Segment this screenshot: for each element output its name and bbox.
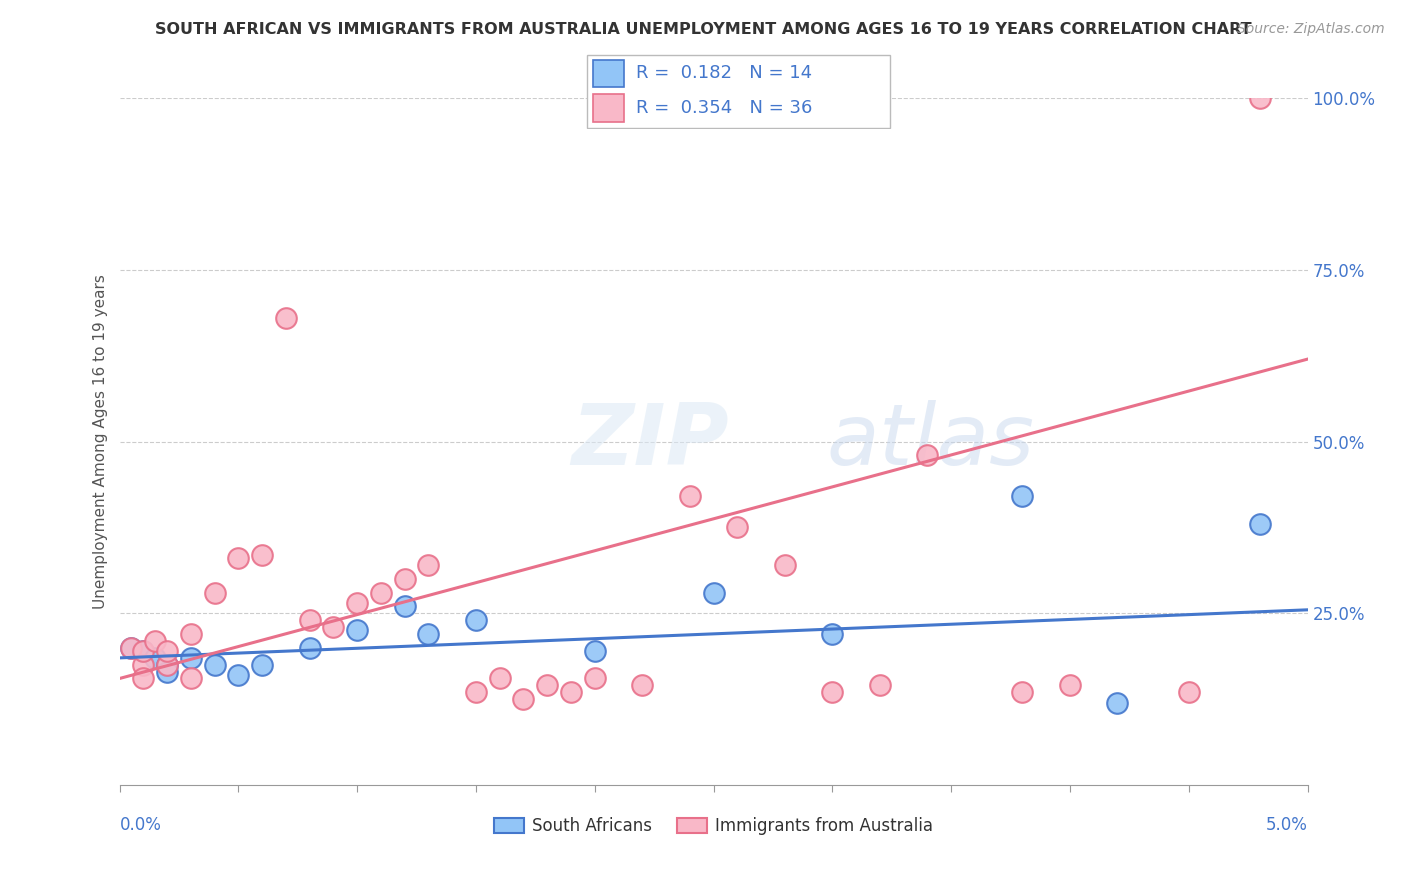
Text: ZIP: ZIP xyxy=(571,400,728,483)
Point xyxy=(180,651,202,665)
Point xyxy=(132,657,155,672)
Point xyxy=(679,490,702,504)
FancyBboxPatch shape xyxy=(586,55,890,128)
Text: R =  0.354   N = 36: R = 0.354 N = 36 xyxy=(636,99,813,117)
Point xyxy=(156,657,179,672)
FancyBboxPatch shape xyxy=(593,60,624,87)
Point xyxy=(1107,696,1129,710)
Point xyxy=(204,585,226,599)
Text: R =  0.182   N = 14: R = 0.182 N = 14 xyxy=(636,64,813,82)
Point xyxy=(488,672,510,686)
Point xyxy=(250,657,273,672)
Point xyxy=(298,640,321,655)
Point xyxy=(821,627,844,641)
Text: 5.0%: 5.0% xyxy=(1265,816,1308,834)
Point xyxy=(394,599,416,614)
Point xyxy=(631,678,654,692)
Point xyxy=(536,678,558,692)
Point xyxy=(418,558,440,573)
Point xyxy=(120,640,142,655)
Point xyxy=(418,627,440,641)
Point xyxy=(274,310,297,325)
Point xyxy=(583,672,606,686)
Point xyxy=(725,520,748,534)
Point xyxy=(156,657,179,672)
Point xyxy=(869,678,891,692)
Point xyxy=(143,633,166,648)
Text: atlas: atlas xyxy=(827,400,1035,483)
Point xyxy=(180,627,202,641)
Point xyxy=(917,448,939,462)
Point xyxy=(228,551,250,566)
Y-axis label: Unemployment Among Ages 16 to 19 years: Unemployment Among Ages 16 to 19 years xyxy=(93,274,108,609)
Point xyxy=(1059,678,1081,692)
Point xyxy=(560,685,582,699)
Point xyxy=(143,651,166,665)
Point xyxy=(702,585,725,599)
Point xyxy=(156,644,179,658)
Point xyxy=(132,644,155,658)
Point xyxy=(370,585,392,599)
Point xyxy=(322,620,344,634)
Point xyxy=(512,692,534,706)
Point xyxy=(394,572,416,586)
Point xyxy=(1178,685,1201,699)
Point xyxy=(583,644,606,658)
Point xyxy=(298,613,321,627)
Point xyxy=(464,613,486,627)
Text: 0.0%: 0.0% xyxy=(120,816,162,834)
Point xyxy=(156,665,179,679)
Point xyxy=(346,596,368,610)
Point xyxy=(773,558,796,573)
Point xyxy=(464,685,486,699)
Legend: South Africans, Immigrants from Australia: South Africans, Immigrants from Australi… xyxy=(486,811,941,842)
Point xyxy=(1249,91,1271,105)
Point xyxy=(204,657,226,672)
Text: SOUTH AFRICAN VS IMMIGRANTS FROM AUSTRALIA UNEMPLOYMENT AMONG AGES 16 TO 19 YEAR: SOUTH AFRICAN VS IMMIGRANTS FROM AUSTRAL… xyxy=(155,22,1251,37)
Point xyxy=(1249,516,1271,531)
Point xyxy=(1011,490,1033,504)
Point xyxy=(180,672,202,686)
FancyBboxPatch shape xyxy=(593,95,624,122)
Point xyxy=(821,685,844,699)
Point xyxy=(346,624,368,638)
Point xyxy=(228,668,250,682)
Point xyxy=(1011,685,1033,699)
Point xyxy=(250,548,273,562)
Point xyxy=(120,640,142,655)
Text: Source: ZipAtlas.com: Source: ZipAtlas.com xyxy=(1237,22,1385,37)
Point xyxy=(132,672,155,686)
Point xyxy=(132,644,155,658)
